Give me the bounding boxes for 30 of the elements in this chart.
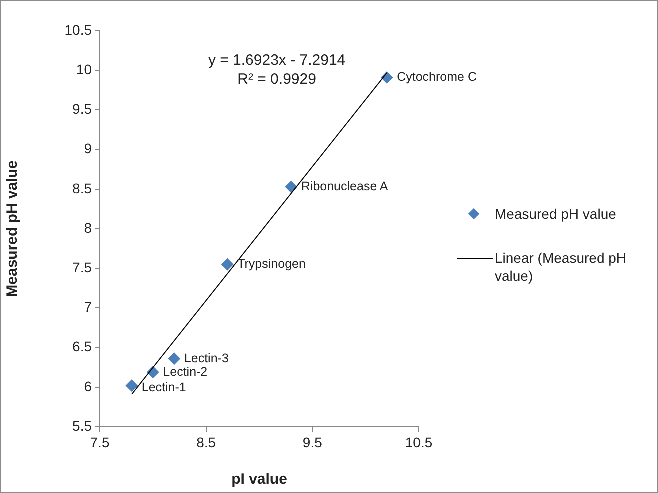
y-tick-label: 7 <box>84 299 92 316</box>
annotation: Lectin-2 <box>163 364 208 379</box>
x-tick-label: 8.5 <box>196 434 216 450</box>
legend-label: Linear (Measured pH value) <box>495 249 628 285</box>
annotation: Lectin-1 <box>142 380 186 394</box>
annotation: Trypsinogen <box>238 257 306 272</box>
point <box>168 352 180 365</box>
annotation: R² = 0.9929 <box>238 71 316 88</box>
annotation: Ribonuclease A <box>301 179 389 194</box>
y-tick-label: 10 <box>76 61 92 78</box>
y-tick-label: 6 <box>84 378 92 394</box>
y-tick-label: 10.5 <box>64 22 92 38</box>
point <box>285 181 298 194</box>
annotation: Lectin-3 <box>184 351 229 366</box>
y-tick-label: 9.5 <box>72 101 92 118</box>
y-axis-title: Measured pH value <box>4 160 22 298</box>
legend-label: Measured pH value <box>495 205 616 223</box>
y-tick-label: 9 <box>84 140 92 157</box>
x-axis-title: pI value <box>232 471 288 488</box>
y-tick-label: 5.5 <box>72 418 92 434</box>
y-tick-label: 6.5 <box>72 338 92 355</box>
point <box>126 380 138 392</box>
annotation: y = 1.6923x - 7.2914 <box>208 52 346 70</box>
annotation: Cytochrome C <box>397 70 477 84</box>
y-tick-label: 8.5 <box>72 180 92 196</box>
x-tick-label: 10.5 <box>405 434 433 450</box>
y-tick-label: 8 <box>84 220 92 236</box>
y-tick-label: 7.5 <box>72 259 92 276</box>
x-tick-label: 9.5 <box>302 434 323 450</box>
point <box>222 258 234 271</box>
